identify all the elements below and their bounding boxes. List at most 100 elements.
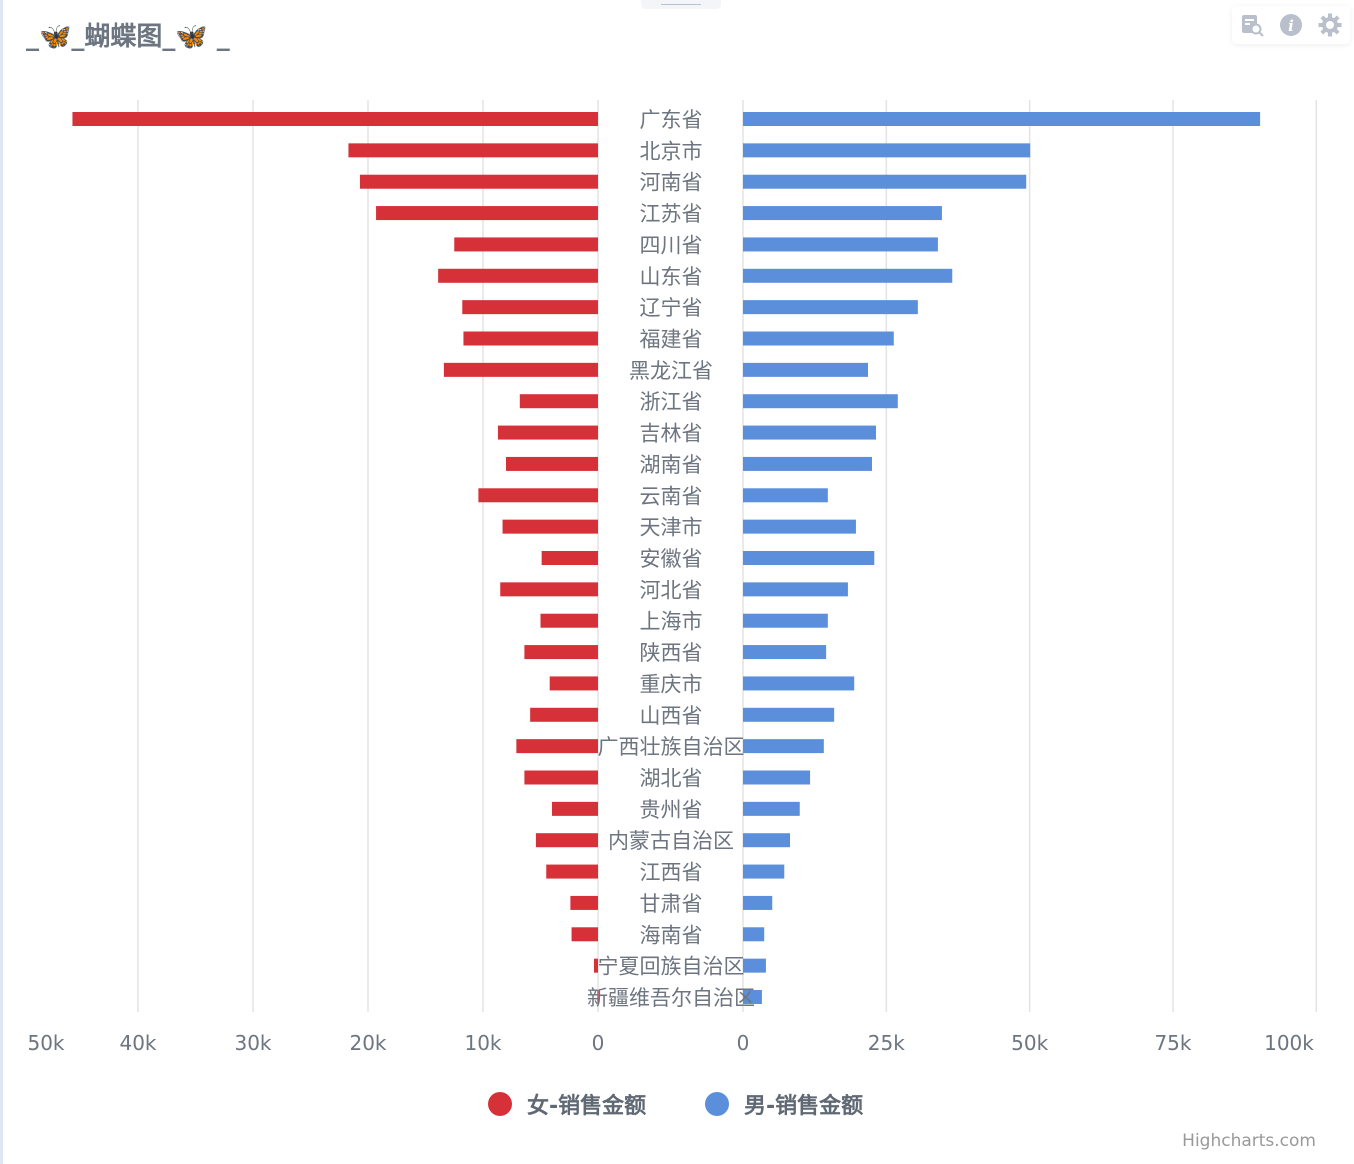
category-label: 重庆市 [640,672,703,696]
bar-female [443,362,598,377]
legend-label: 女-销售金额 [527,1093,646,1119]
category-label: 山西省 [640,704,703,728]
settings-icon[interactable] [1318,13,1342,37]
collapse-handle[interactable] [641,0,721,9]
category-label: 贵州省 [640,798,703,822]
bar-female [463,331,598,346]
category-label: 安徽省 [640,547,703,571]
bar-female [359,174,598,189]
bar-male [743,488,828,503]
category-label: 江苏省 [640,202,703,226]
legend-label: 男-销售金额 [744,1093,863,1119]
x-tick-label-left: 20k [349,1031,386,1055]
category-label: 河北省 [640,578,703,602]
bar-male [743,582,848,597]
bar-male [743,174,1027,189]
category-label: 辽宁省 [640,296,703,320]
category-label: 新疆维吾尔自治区 [587,986,755,1010]
x-tick-label-right: 0 [737,1031,750,1055]
bar-male [743,425,877,440]
bar-female [478,488,598,503]
bar-female [530,707,598,722]
bar-female [462,300,598,315]
bar-male [743,331,894,346]
svg-text:i: i [1288,17,1294,35]
bar-female [540,613,598,628]
category-label: 广西壮族自治区 [598,735,745,759]
bar-female [571,927,598,942]
bar-female [348,143,598,158]
category-label: 云南省 [640,484,703,508]
category-label: 内蒙古自治区 [608,829,734,853]
legend-marker [488,1092,512,1116]
bar-female [570,895,598,910]
legend-item[interactable]: 女-销售金额 [488,1092,646,1119]
bar-male [743,990,762,1004]
bar-male [743,676,855,691]
bar-male [743,112,1261,126]
bar-female [597,990,599,1004]
category-label: 四川省 [640,233,703,257]
bar-female [516,739,598,754]
bar-female [454,237,598,252]
chart-toolbar: i [1232,6,1350,44]
x-tick-label-right: 100k [1264,1031,1314,1055]
category-label: 江西省 [640,861,703,885]
category-label: 宁夏回族自治区 [598,955,745,979]
category-label: 湖南省 [640,453,703,477]
x-tick-label-left: 0 [592,1031,605,1055]
x-tick-label-left: 10k [464,1031,501,1055]
bar-female [376,206,598,221]
bar-female [541,551,598,565]
bar-female [497,425,598,440]
category-label: 甘肃省 [640,892,703,916]
bar-female [502,519,598,534]
x-tick-label-left: 50k [27,1031,64,1055]
bar-female [552,801,598,816]
info-icon[interactable]: i [1279,13,1303,37]
bar-male [743,519,856,534]
x-tick-label-left: 40k [119,1031,156,1055]
x-tick-label-right: 25k [868,1031,905,1055]
legend-item[interactable]: 男-销售金额 [705,1092,863,1119]
bar-male [743,895,773,910]
bar-male [743,143,1031,158]
chart-title: _🦋_蝴蝶图_🦋 _ [26,22,230,52]
bar-male [743,958,766,973]
category-label: 上海市 [640,610,703,634]
data-view-icon[interactable] [1240,13,1264,37]
left-edge [0,0,3,1164]
bar-female [546,864,598,879]
bar-male [743,394,898,409]
bar-male [743,770,811,785]
category-label: 广东省 [640,108,703,132]
bar-male [743,739,824,754]
category-label: 黑龙江省 [629,359,713,383]
bar-male [743,551,875,565]
bar-male [743,927,765,942]
category-label: 山东省 [640,265,703,289]
bar-female [593,958,598,973]
category-label: 陕西省 [640,641,703,665]
bar-male [743,300,918,315]
category-label: 福建省 [640,328,703,352]
bar-male [743,362,868,377]
x-tick-label-right: 75k [1154,1031,1191,1055]
bar-female [524,645,598,660]
category-label: 河南省 [640,171,703,195]
category-label: 天津市 [640,516,703,540]
legend-marker [705,1092,729,1116]
bar-male [743,864,785,879]
bar-female [535,833,598,848]
x-tick-label-left: 30k [234,1031,271,1055]
credit-link[interactable]: Highcharts.com [1182,1131,1316,1151]
bar-male [743,613,828,628]
bar-female [72,112,598,126]
bar-female [506,456,598,471]
bar-female [519,394,598,409]
bar-male [743,268,953,283]
category-label: 湖北省 [640,767,703,791]
bar-male [743,206,942,221]
category-label: 海南省 [640,923,703,947]
category-label: 浙江省 [640,390,703,414]
